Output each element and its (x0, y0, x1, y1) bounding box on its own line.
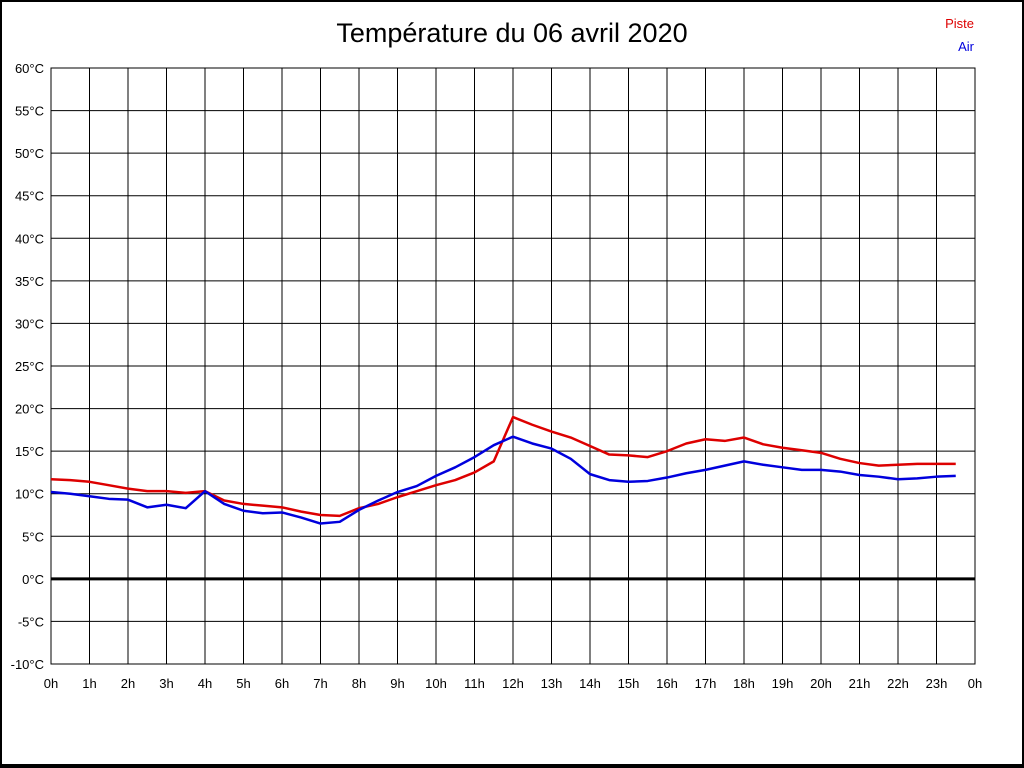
x-tick-label: 19h (772, 676, 794, 691)
series-line-piste (50, 415, 956, 518)
plot-border (50, 67, 976, 665)
x-tick-label: 13h (541, 676, 563, 691)
x-tick-label: 15h (618, 676, 640, 691)
y-tick-label: 25°C (15, 359, 44, 374)
legend-label-air: Air (958, 39, 974, 54)
x-tick-label: 12h (502, 676, 524, 691)
x-tick-label: 1h (82, 676, 96, 691)
y-tick-label: 55°C (15, 104, 44, 119)
chart-legend: Piste Air (945, 12, 974, 58)
x-tick-label: 10h (425, 676, 447, 691)
y-tick-label: 45°C (15, 189, 44, 204)
y-tick-label: 60°C (15, 61, 44, 76)
x-tick-label: 18h (733, 676, 755, 691)
x-tick-label: 0h (968, 676, 982, 691)
x-tick-label: 4h (198, 676, 212, 691)
x-tick-label: 3h (159, 676, 173, 691)
y-tick-label: 20°C (15, 402, 44, 417)
y-tick-label: 15°C (15, 444, 44, 459)
x-tick-label: 22h (887, 676, 909, 691)
y-tick-label: 40°C (15, 231, 44, 246)
x-tick-label: 11h (464, 676, 485, 691)
x-tick-label: 8h (352, 676, 366, 691)
x-tick-label: 21h (849, 676, 871, 691)
x-tick-label: 7h (313, 676, 327, 691)
y-tick-label: -10°C (11, 657, 44, 672)
x-tick-label: 23h (926, 676, 948, 691)
y-tick-label: 0°C (22, 572, 44, 587)
x-tick-label: 6h (275, 676, 289, 691)
x-tick-label: 17h (695, 676, 717, 691)
chart-title: Température du 06 avril 2020 (336, 18, 688, 48)
x-tick-label: 14h (579, 676, 601, 691)
y-tick-label: 10°C (15, 487, 44, 502)
x-tick-label: 9h (390, 676, 404, 691)
legend-label-piste: Piste (945, 16, 974, 31)
y-tick-label: -5°C (18, 614, 44, 629)
x-tick-label: 16h (656, 676, 678, 691)
x-tick-label: 5h (236, 676, 250, 691)
x-tick-label: 0h (44, 676, 58, 691)
y-tick-label: 50°C (15, 146, 44, 161)
x-tick-label: 2h (121, 676, 135, 691)
y-tick-label: 35°C (15, 274, 44, 289)
y-tick-label: 30°C (15, 316, 44, 331)
series-line-air (50, 435, 956, 525)
x-tick-label: 20h (810, 676, 832, 691)
y-tick-label: 5°C (22, 529, 44, 544)
